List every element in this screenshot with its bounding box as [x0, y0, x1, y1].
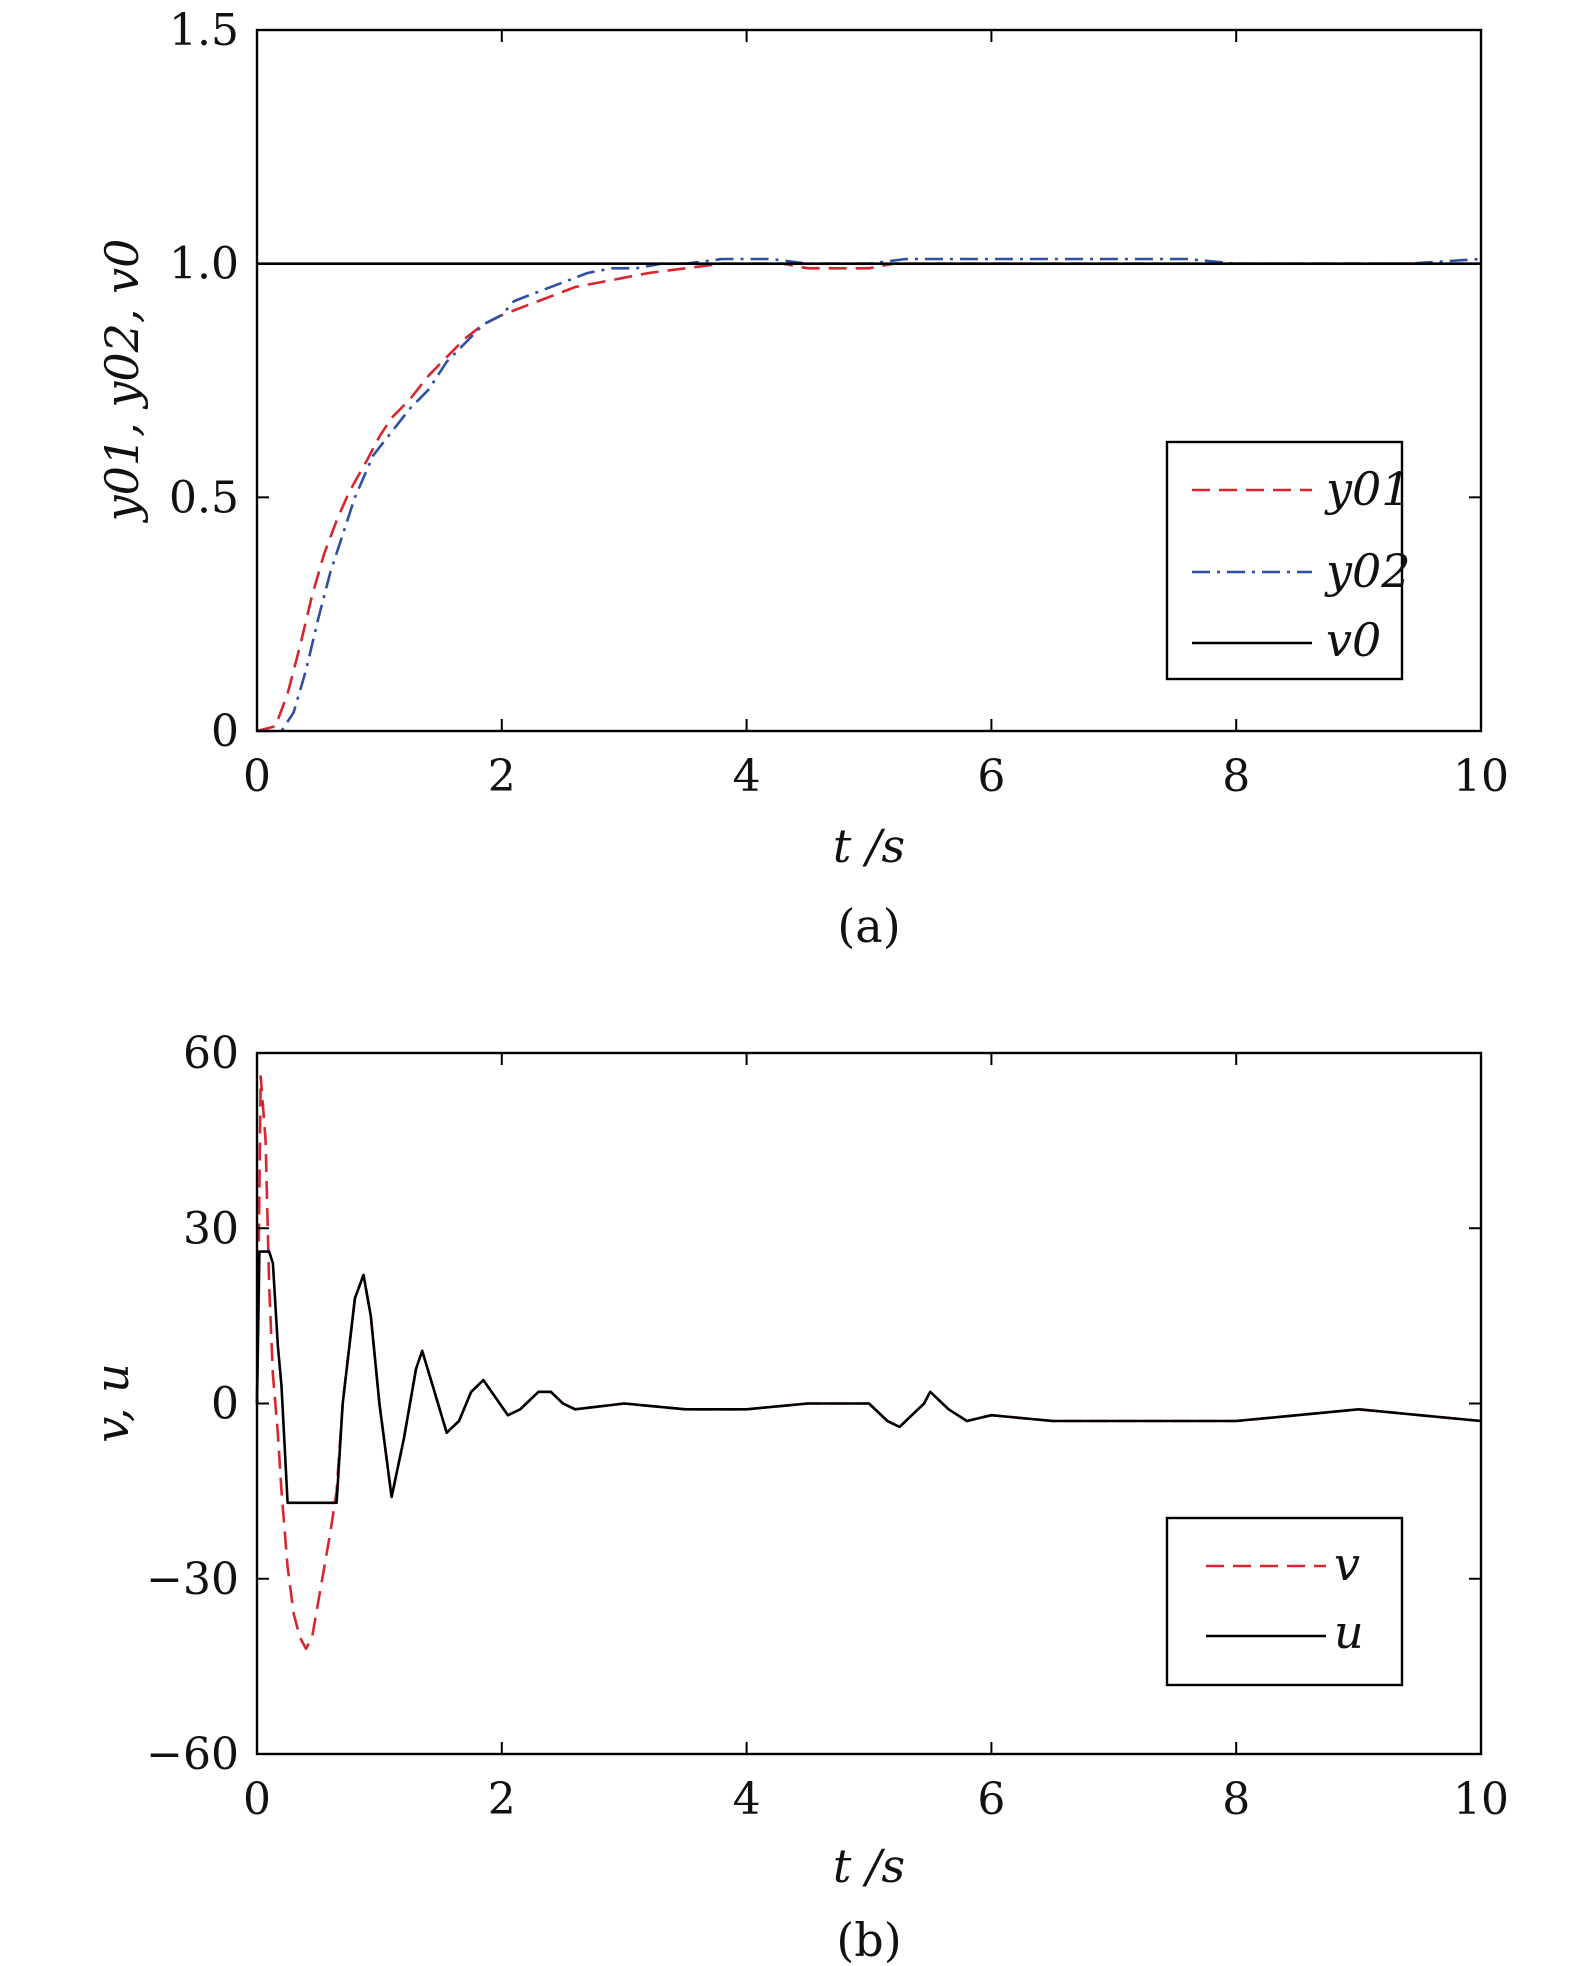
- panel-b-ticks: [256, 1052, 1482, 1755]
- xtick-label: 10: [1453, 751, 1509, 802]
- panel-a-series: [256, 257, 1482, 733]
- ytick-label: 0: [211, 706, 239, 757]
- xtick-label: 0: [243, 1774, 271, 1825]
- ytick-label: −60: [146, 1729, 239, 1780]
- panel-a-legend: y01 y02 v0: [1165, 440, 1411, 681]
- xtick-label: 2: [488, 1774, 516, 1825]
- xtick-label: 2: [488, 751, 516, 802]
- panel-b-legend: v u: [1165, 1516, 1404, 1687]
- xtick-label: 10: [1453, 1774, 1509, 1825]
- xtick-label: 8: [1222, 1774, 1250, 1825]
- xtick-label: 0: [243, 751, 271, 802]
- panel-a-ylabel: y01, y02, v0: [95, 239, 149, 524]
- panel-a-caption: (a): [837, 899, 900, 953]
- panel-a-legend-box: [1165, 440, 1404, 681]
- panel-b-tick-labels: 0 2 4 6 8 10 −60 −30 0 30 60: [146, 1028, 1509, 1825]
- series-y02: [257, 257, 1482, 733]
- panel-a-frame: [255, 28, 1483, 733]
- ytick-label: 0: [211, 1379, 239, 1430]
- ytick-label: −30: [146, 1554, 239, 1605]
- ytick-label: 0.5: [169, 472, 239, 523]
- panel-b-ylabel: v, u: [85, 1363, 139, 1442]
- panel-b-series: [255, 1075, 1482, 1651]
- legend-label-v: v: [1334, 1537, 1360, 1591]
- xtick-label: 4: [733, 751, 761, 802]
- panel-b-xlabel: t /s: [833, 1839, 905, 1893]
- series-u: [255, 1250, 1482, 1505]
- legend-label-u: u: [1334, 1605, 1364, 1659]
- panel-a-xlabel: t /s: [833, 819, 905, 873]
- panel-a-ticks: [256, 29, 1482, 732]
- ytick-label: 30: [183, 1203, 239, 1254]
- panel-b-caption: (b): [836, 1913, 901, 1966]
- legend-label-v0: v0: [1326, 613, 1381, 667]
- xtick-label: 6: [977, 751, 1005, 802]
- panel-b: 0 2 4 6 8 10 −60 −30 0 30 60 t /s v, u (b) v u: [85, 1028, 1509, 1966]
- panel-b-legend-box: [1165, 1516, 1404, 1687]
- legend-label-y01: y01: [1324, 462, 1411, 516]
- ytick-label: 1.0: [169, 239, 239, 290]
- ytick-label: 60: [183, 1028, 239, 1079]
- legend-label-y02: y02: [1324, 544, 1411, 598]
- xtick-label: 8: [1222, 751, 1250, 802]
- xtick-label: 4: [733, 1774, 761, 1825]
- xtick-label: 6: [977, 1774, 1005, 1825]
- panel-a-tick-labels: 0 2 4 6 8 10 0 0.5 1.0 1.5: [169, 5, 1509, 802]
- ytick-label: 1.5: [169, 5, 239, 56]
